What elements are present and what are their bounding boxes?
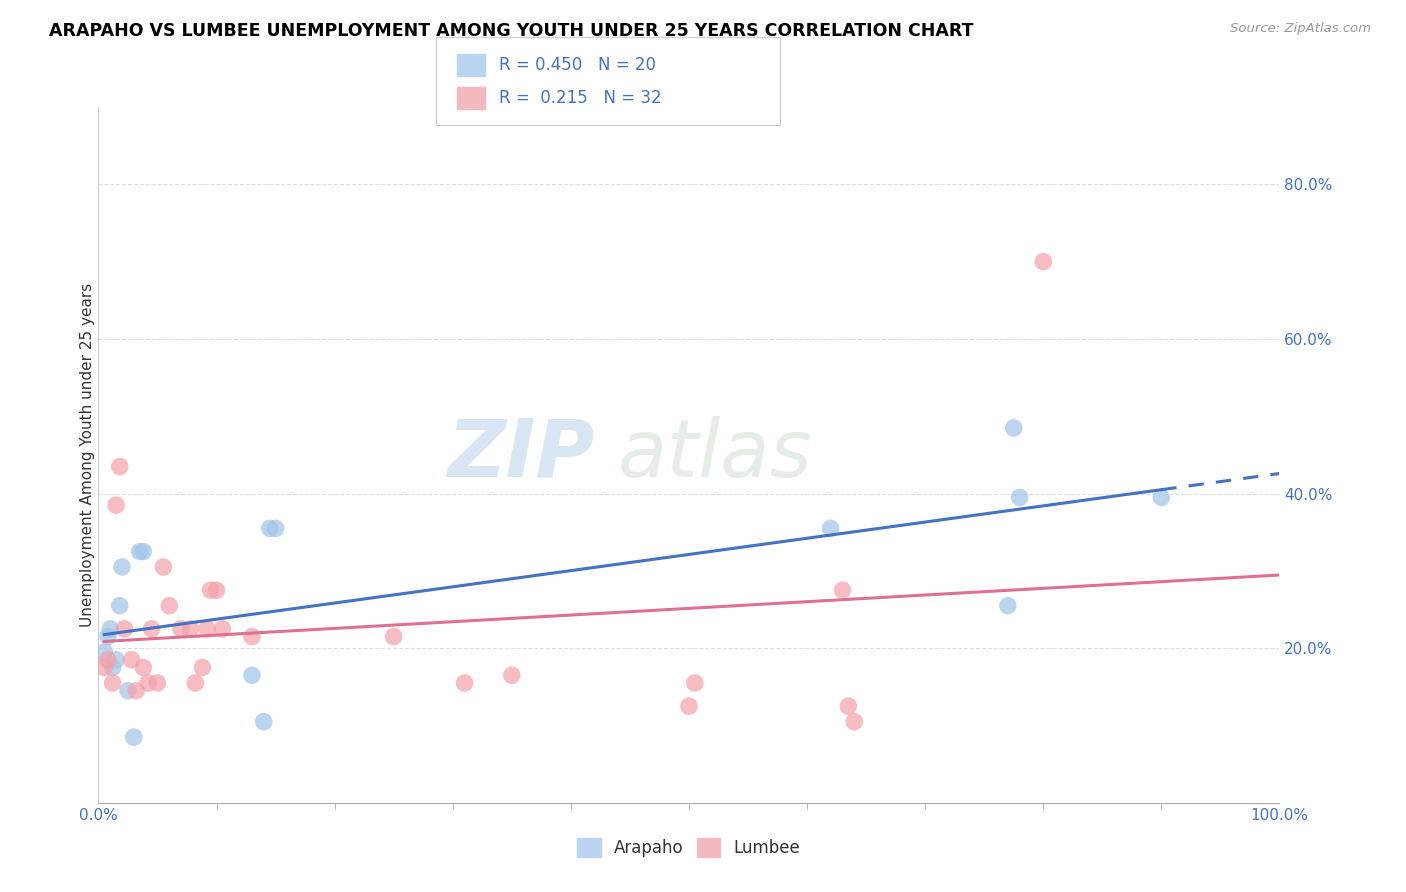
Point xyxy=(108,459,131,474)
Point xyxy=(1008,491,1031,505)
Point xyxy=(146,676,169,690)
Point xyxy=(112,622,135,636)
Point xyxy=(831,583,853,598)
Point xyxy=(184,676,207,690)
Point xyxy=(98,622,121,636)
Point xyxy=(105,498,128,512)
Point xyxy=(101,660,124,674)
Point xyxy=(678,699,700,714)
Point xyxy=(264,521,287,535)
Point xyxy=(93,660,115,674)
Y-axis label: Unemployment Among Youth under 25 years: Unemployment Among Youth under 25 years xyxy=(80,283,94,627)
Text: ARAPAHO VS LUMBEE UNEMPLOYMENT AMONG YOUTH UNDER 25 YEARS CORRELATION CHART: ARAPAHO VS LUMBEE UNEMPLOYMENT AMONG YOU… xyxy=(49,22,974,40)
Point xyxy=(240,630,263,644)
Point xyxy=(157,599,180,613)
Point xyxy=(253,714,276,729)
Point xyxy=(501,668,523,682)
Point xyxy=(128,544,150,558)
Point xyxy=(259,521,281,535)
Text: R =  0.215   N = 32: R = 0.215 N = 32 xyxy=(499,88,662,107)
Point xyxy=(93,645,115,659)
Point xyxy=(101,676,124,690)
Point xyxy=(997,599,1019,613)
Point xyxy=(152,560,174,574)
Point xyxy=(111,560,134,574)
Point xyxy=(121,653,143,667)
Point xyxy=(136,676,159,690)
Point xyxy=(132,544,155,558)
Point xyxy=(117,683,139,698)
Point xyxy=(108,599,131,613)
Point xyxy=(141,622,163,636)
Point xyxy=(837,699,859,714)
Point xyxy=(191,660,214,674)
Point xyxy=(1150,491,1173,505)
Point xyxy=(683,676,706,690)
Point xyxy=(1032,254,1054,268)
Point xyxy=(170,622,193,636)
Point xyxy=(105,653,128,667)
Text: Source: ZipAtlas.com: Source: ZipAtlas.com xyxy=(1230,22,1371,36)
Point xyxy=(205,583,228,598)
Point xyxy=(97,653,120,667)
Text: ZIP: ZIP xyxy=(447,416,595,494)
Text: atlas: atlas xyxy=(619,416,813,494)
Point xyxy=(132,660,155,674)
Point xyxy=(844,714,866,729)
Point xyxy=(122,730,145,744)
Point xyxy=(1002,421,1025,435)
Legend: Arapaho, Lumbee: Arapaho, Lumbee xyxy=(571,831,807,864)
Text: R = 0.450   N = 20: R = 0.450 N = 20 xyxy=(499,55,657,74)
Point xyxy=(195,622,218,636)
Point xyxy=(453,676,475,690)
Point xyxy=(820,521,842,535)
Point xyxy=(382,630,405,644)
Point xyxy=(180,622,202,636)
Point xyxy=(211,622,233,636)
Point xyxy=(97,630,120,644)
Point xyxy=(200,583,222,598)
Point xyxy=(240,668,263,682)
Point xyxy=(125,683,148,698)
